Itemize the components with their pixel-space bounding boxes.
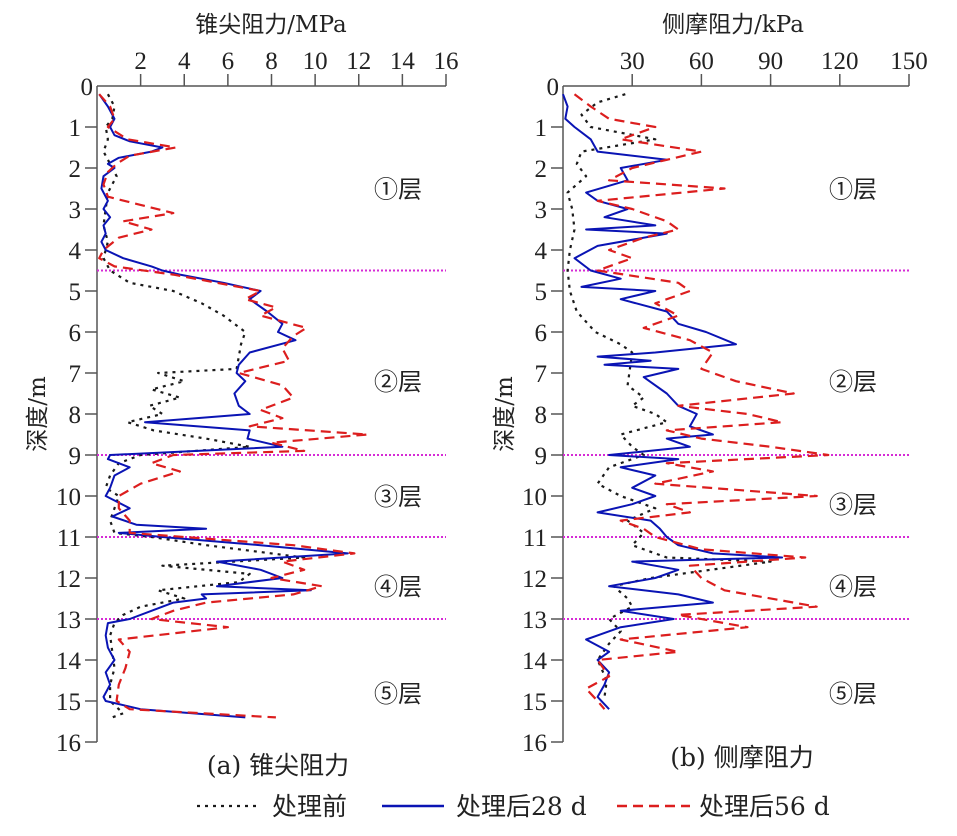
x-tick-label: 120 [821,48,859,75]
layer-label: ③层 [374,483,422,511]
y-tick-label: 4 [535,238,548,265]
y-tick-label: 2 [69,156,82,183]
y-tick-label: 15 [522,689,547,716]
y-tick-label: 3 [535,197,548,224]
y-tick-label: 5 [69,279,82,306]
layer-label: ⑤层 [829,680,877,708]
y-tick-label: 0 [547,74,560,101]
legend-label-56d: 处理后56 d [699,792,830,821]
panel-b-y-axis-title: 深度/m [492,376,518,452]
x-tick-label: 6 [222,48,235,75]
series-line-before [566,93,772,698]
series-line-d28 [98,93,349,719]
series-line-d56 [573,93,830,710]
y-tick-label: 9 [535,443,548,470]
y-tick-label: 5 [535,279,548,306]
layer-label: ②层 [374,368,422,396]
layer-label: ④层 [829,573,877,601]
panel-a-x-axis-title: 锥尖阻力/MPa [195,12,347,38]
y-tick-label: 4 [69,238,82,265]
x-tick-label: 16 [434,48,459,75]
x-tick-label: 60 [689,48,714,75]
y-tick-label: 15 [56,689,81,716]
y-tick-label: 0 [81,74,94,101]
legend-label-28d: 处理后28 d [456,792,587,821]
y-tick-label: 2 [535,156,548,183]
x-tick-label: 90 [758,48,783,75]
y-tick-label: 1 [535,115,548,142]
y-tick-label: 10 [56,484,81,511]
panel-a-caption: (a) 锥尖阻力 [207,751,349,780]
y-tick-label: 6 [535,320,548,347]
panel-b-x-axis-title: 侧摩阻力/kPa [662,12,804,38]
y-tick-label: 11 [523,525,547,552]
y-tick-label: 1 [69,115,82,142]
layer-label: ④层 [374,573,422,601]
y-tick-label: 11 [57,525,81,552]
panel-a-layer-labels: ①层 ②层 ③层 ④层 ⑤层 [374,176,422,708]
y-tick-label: 12 [522,566,547,593]
y-tick-label: 13 [56,607,81,634]
x-tick-label: 2 [134,48,147,75]
panel-b-layer-labels: ①层 ②层 ③层 ④层 ⑤层 [829,176,877,708]
y-tick-label: 7 [535,361,548,388]
layer-label: ⑤层 [374,680,422,708]
y-tick-label: 10 [522,484,547,511]
series-line-d56 [98,93,369,719]
panel-a-y-axis-title: 深度/m [25,376,51,452]
x-tick-label: 150 [890,48,928,75]
panel-b-layer-boundaries [563,269,909,620]
y-tick-label: 14 [56,648,82,675]
y-tick-label: 16 [56,730,81,757]
panel-b-x-ticks: 30 60 90 120 150 [620,48,928,86]
y-tick-label: 7 [69,361,82,388]
x-tick-label: 12 [346,48,371,75]
x-tick-label: 10 [303,48,328,75]
panel-a-x-ticks: 2 4 6 8 10 12 14 16 [134,48,459,86]
y-tick-label: 12 [56,566,81,593]
layer-label: ①层 [829,176,877,204]
x-tick-label: 8 [265,48,278,75]
layer-label: ①层 [374,176,422,204]
y-tick-label: 8 [69,402,82,429]
y-tick-label: 8 [535,402,548,429]
panel-a-cone-resistance: 锥尖阻力/MPa 2 4 6 8 10 12 14 16 012345678910111213… [25,12,459,780]
x-tick-label: 4 [178,48,191,75]
legend-label-before: 处理前 [272,792,347,821]
y-tick-label: 14 [522,648,548,675]
series-line-d28 [562,93,784,710]
panel-b-side-friction: 侧摩阻力/kPa 30 60 90 120 150 012345678910111213… [492,12,928,772]
y-tick-label: 3 [69,197,82,224]
x-tick-label: 14 [390,48,416,75]
layer-label: ③层 [829,491,877,519]
legend: 处理前 处理后28 d 处理后56 d [197,792,830,821]
layer-label: ②层 [829,368,877,396]
panel-a-series [98,93,369,719]
panel-b-series [562,93,830,710]
y-tick-label: 16 [522,730,547,757]
y-tick-label: 6 [69,320,82,347]
x-tick-label: 30 [620,48,645,75]
y-tick-label: 9 [69,443,82,470]
y-tick-label: 13 [522,607,547,634]
series-line-before [102,93,306,719]
panel-b-caption: (b) 侧摩阻力 [670,743,813,772]
